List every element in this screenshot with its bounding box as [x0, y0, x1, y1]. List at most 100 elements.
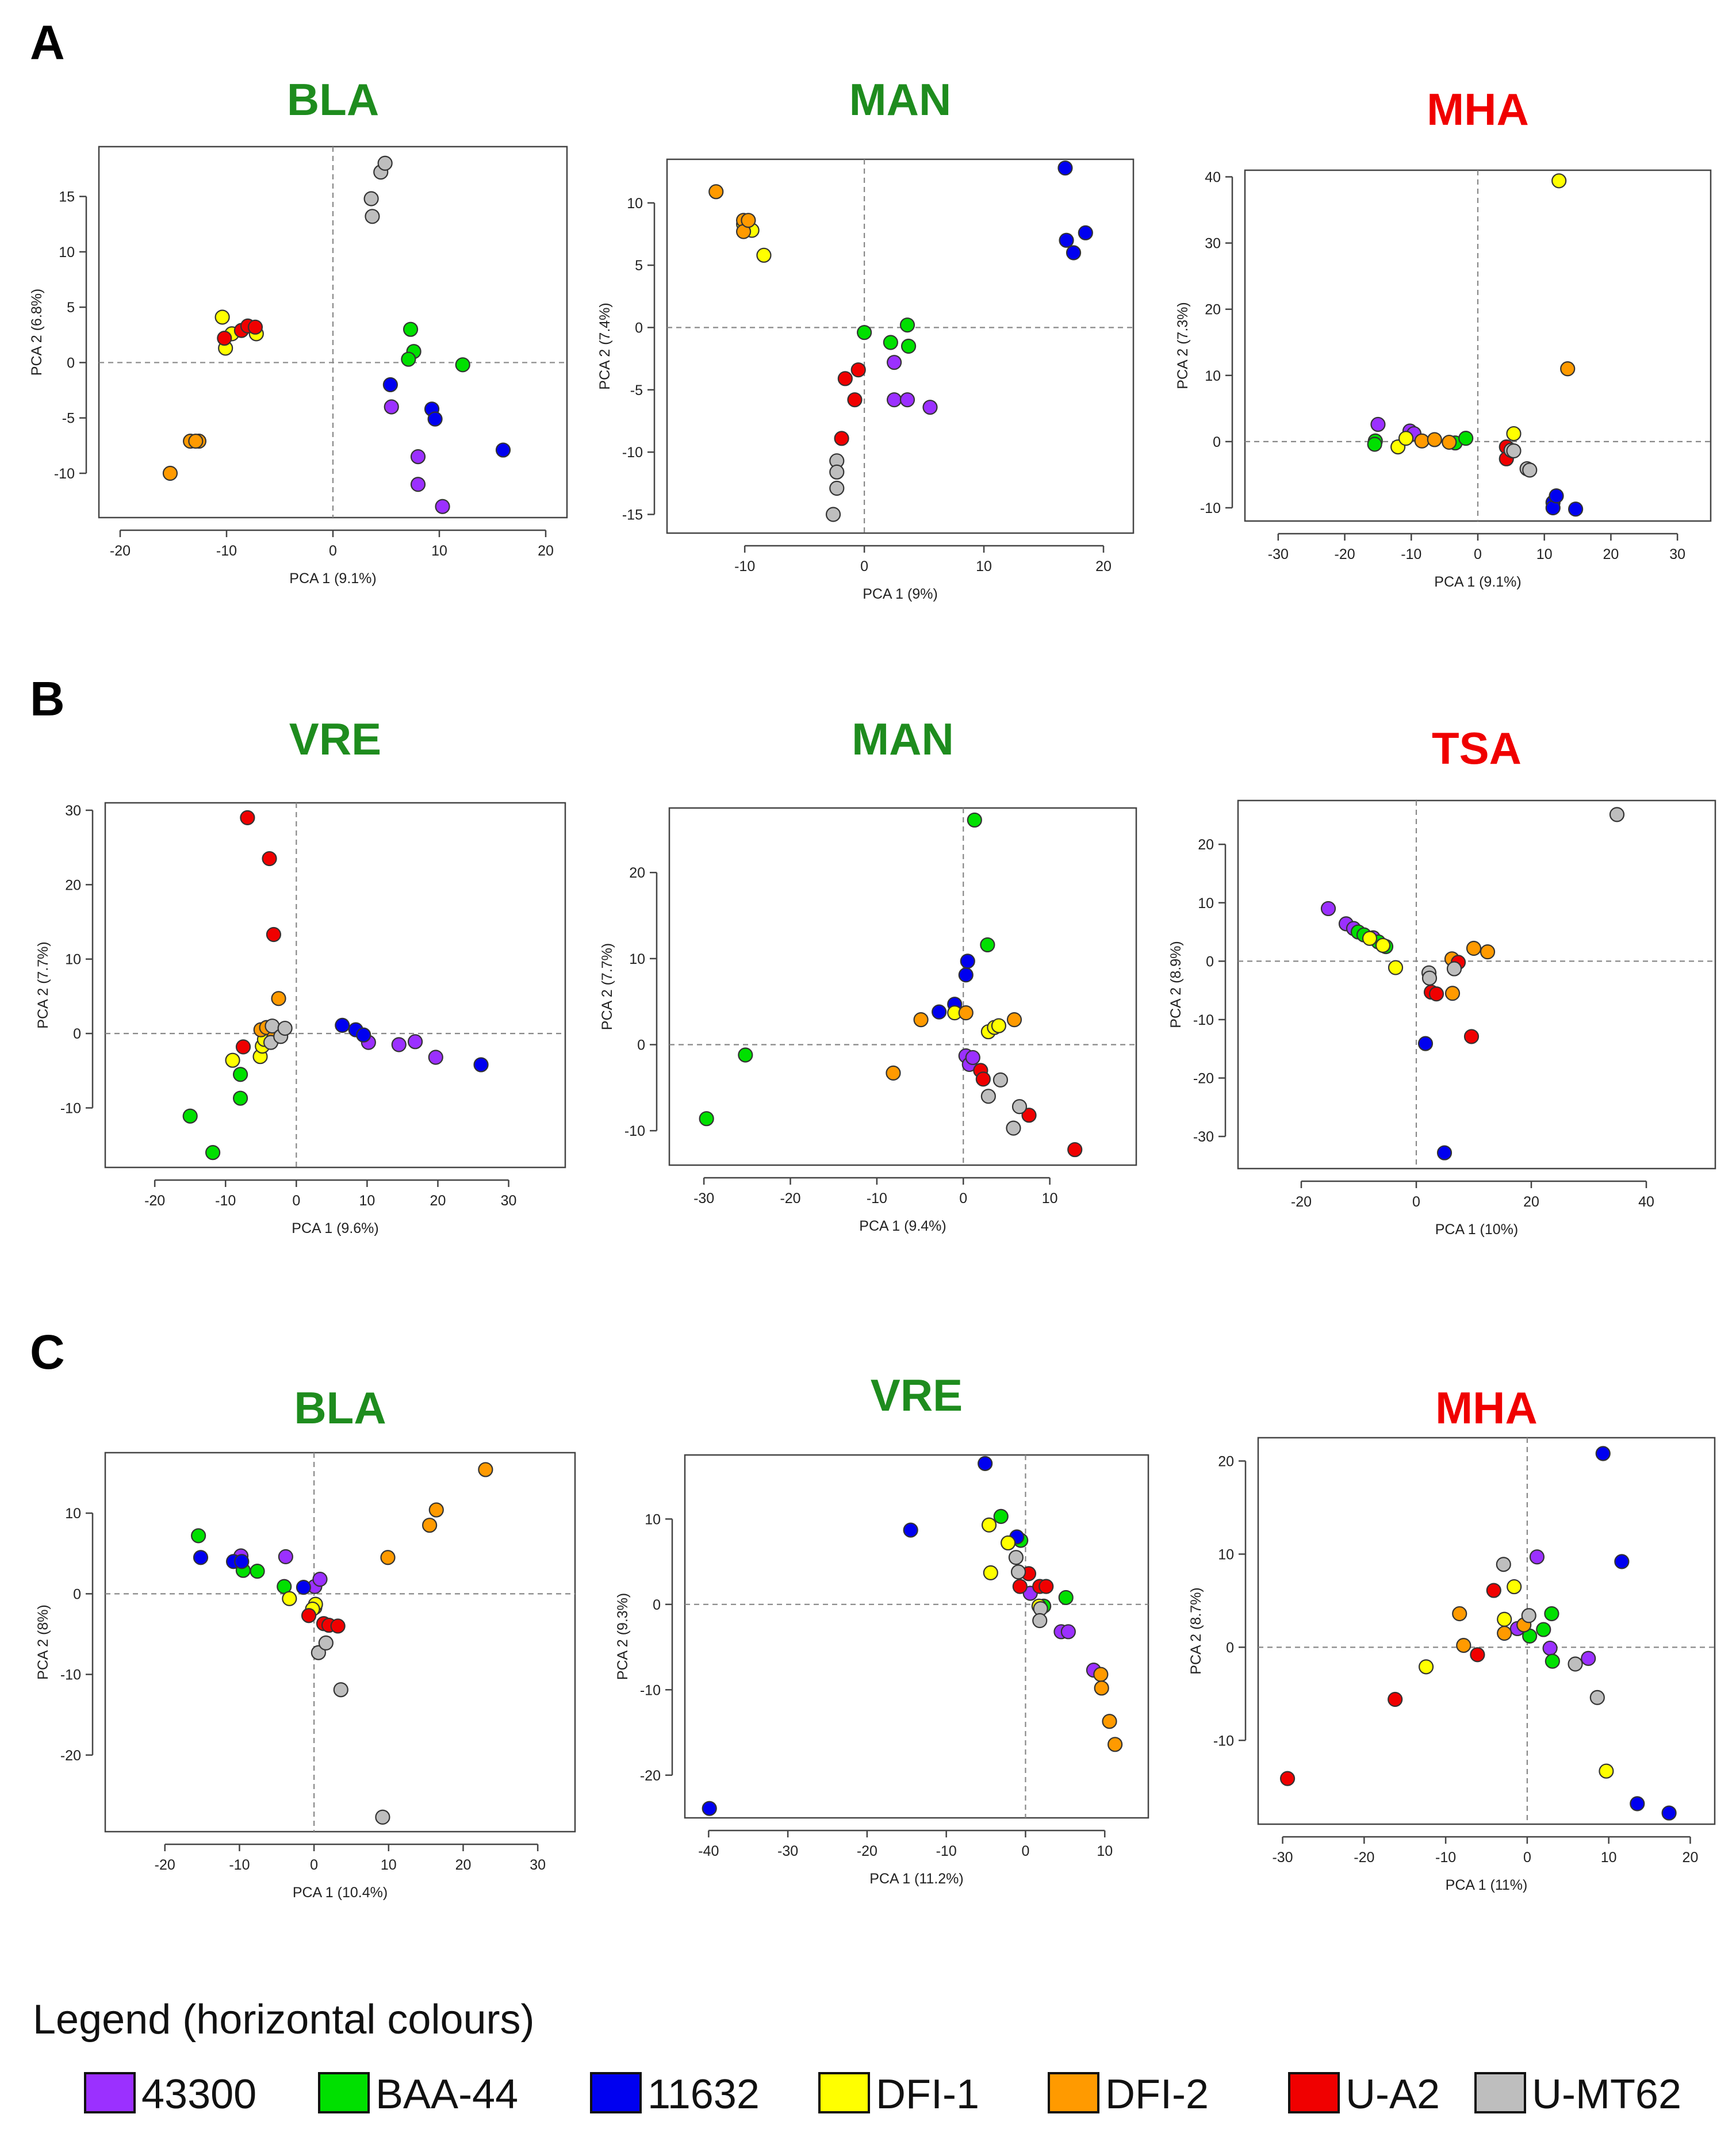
y-tick-label: -15 — [622, 507, 643, 523]
data-point-43300 — [899, 392, 915, 408]
x-tick-label: -30 — [777, 1843, 798, 1859]
y-tick-label: -10 — [640, 1682, 661, 1698]
chart-title: MAN — [852, 714, 954, 764]
data-point-dfi-2 — [271, 991, 286, 1006]
data-point-dfi-2 — [1427, 432, 1442, 447]
data-point-dfi-2 — [380, 1550, 396, 1565]
x-tick-label: 20 — [1523, 1194, 1539, 1210]
y-tick-label: 0 — [1226, 1640, 1234, 1656]
scatter-plot-b-tsa: TSA -20 0 20 40 PCA 1 (10%) -30 -20 -10 0 10 20 PCA … — [1168, 723, 1716, 1238]
data-point-u-a2 — [301, 1608, 317, 1623]
data-point-11632 — [1078, 225, 1093, 240]
y-tick-label: 0 — [637, 1037, 645, 1054]
scatter-plot-c-mha: MHA -30 -20 -10 0 10 20 PCA 1 (11%) -10 0 10 20 PCA … — [1188, 1383, 1716, 1893]
data-point-dfi-2 — [1480, 944, 1496, 960]
legend-swatch — [84, 2072, 136, 2113]
y-tick-label: 10 — [59, 244, 75, 261]
plot-frame — [104, 1452, 576, 1833]
data-point-dfi-2 — [1006, 1012, 1022, 1028]
data-point-dfi-2 — [1094, 1680, 1109, 1696]
scatter-plot-a-man: MAN -10 0 10 20 PCA 1 (9%) -15 -10 -5 0 5 10 PCA 2 (… — [597, 74, 1135, 602]
data-point-dfi-2 — [1444, 986, 1461, 1001]
legend-swatch — [1288, 2072, 1340, 2113]
y-tick-label: -30 — [1193, 1129, 1214, 1145]
x-axis-label: PCA 1 (9%) — [863, 586, 938, 602]
data-point-11632 — [335, 1017, 350, 1033]
legend-label: 11632 — [647, 2071, 760, 2117]
data-point-11632 — [958, 967, 974, 983]
x-tick-label: -30 — [1272, 1849, 1293, 1866]
x-tick-label: -10 — [1435, 1849, 1456, 1866]
data-point-dfi-1 — [282, 1591, 297, 1606]
data-point-u-a2 — [1021, 1108, 1037, 1123]
chart-title: BLA — [287, 74, 379, 125]
x-tick-label: -20 — [780, 1190, 800, 1207]
data-point-u-mt62 — [1506, 443, 1522, 459]
data-point-u-a2 — [235, 1039, 251, 1055]
data-point-43300 — [1529, 1549, 1545, 1565]
y-axis-label: PCA 2 (8.9%) — [1168, 941, 1184, 1028]
data-point-11632 — [702, 1801, 717, 1816]
data-point-43300 — [887, 355, 902, 370]
data-point-u-mt62 — [1008, 1550, 1024, 1565]
y-tick-label: -10 — [60, 1100, 81, 1116]
scatter-plot-b-vre: VRE -20 -10 0 10 20 30 PCA 1 (9.6%) -10 0 10 20 30 PC… — [35, 714, 566, 1236]
x-tick-label: -20 — [1335, 546, 1355, 562]
data-point-baa-44 — [232, 1067, 248, 1082]
data-point-u-mt62 — [992, 1072, 1009, 1087]
data-point-dfi-2 — [1442, 434, 1457, 450]
data-point-u-a2 — [247, 319, 263, 335]
data-point-11632 — [1568, 501, 1584, 517]
scatter-plot-c-vre: VRE -40 -30 -20 -10 0 10 PCA 1 (11.2%) -20 -10 0 10… — [615, 1370, 1149, 1887]
data-point-11632 — [1436, 1145, 1453, 1161]
legend-items: 43300 BAA-44 11632 DFI-1 DFI-2 U-A2 U-MT62 — [84, 2071, 1681, 2117]
y-tick-label: 30 — [1205, 236, 1221, 252]
plot-frame — [668, 807, 1137, 1166]
y-tick-label: -10 — [622, 445, 643, 461]
data-point-43300 — [410, 449, 426, 465]
x-tick-label: -20 — [110, 543, 131, 559]
data-point-dfi-2 — [886, 1065, 901, 1081]
data-point-11632 — [1057, 160, 1073, 176]
x-axis-label: PCA 1 (11%) — [1446, 1877, 1528, 1893]
y-tick-label: 0 — [653, 1597, 661, 1613]
data-point-u-mt62 — [1496, 1557, 1511, 1572]
data-point-11632 — [495, 442, 511, 458]
legend-swatch — [1474, 2072, 1526, 2113]
data-point-dfi-2 — [1093, 1667, 1109, 1682]
data-point-43300 — [312, 1572, 328, 1587]
data-point-11632 — [234, 1554, 250, 1569]
y-tick-label: 15 — [59, 189, 75, 205]
data-point-dfi-1 — [1599, 1763, 1614, 1779]
data-point-dfi-1 — [1362, 930, 1378, 946]
legend-swatch — [1048, 2072, 1099, 2113]
data-point-u-a2 — [850, 362, 866, 378]
chart-title: VRE — [289, 714, 381, 764]
x-tick-label: 10 — [359, 1193, 375, 1209]
data-point-dfi-2 — [1102, 1714, 1117, 1729]
x-tick-label: 10 — [381, 1857, 397, 1873]
data-point-dfi-2 — [958, 1005, 974, 1021]
legend-item-baa-44: BAA-44 — [318, 2071, 518, 2117]
data-point-u-mt62 — [980, 1089, 996, 1104]
data-point-11632 — [978, 1456, 993, 1471]
x-tick-label: 10 — [976, 558, 992, 575]
plot-frame — [684, 1454, 1149, 1819]
data-point-baa-44 — [205, 1145, 221, 1161]
x-tick-label: -20 — [155, 1857, 175, 1873]
data-point-baa-44 — [403, 321, 419, 337]
plot-frame — [104, 802, 566, 1169]
data-point-dfi-2 — [913, 1012, 929, 1028]
data-point-11632 — [193, 1550, 209, 1565]
data-point-11632 — [1066, 245, 1082, 261]
x-tick-label: 0 — [1474, 546, 1482, 562]
legend-item-u-a2: U-A2 — [1288, 2071, 1440, 2117]
legend-swatch — [818, 2072, 870, 2113]
x-tick-label: -30 — [693, 1190, 714, 1207]
x-tick-label: 0 — [292, 1193, 300, 1209]
data-point-u-a2 — [1067, 1142, 1083, 1158]
legend-item-u-mt62: U-MT62 — [1474, 2071, 1681, 2117]
data-point-43300 — [384, 399, 399, 415]
data-point-11632 — [1630, 1796, 1645, 1812]
